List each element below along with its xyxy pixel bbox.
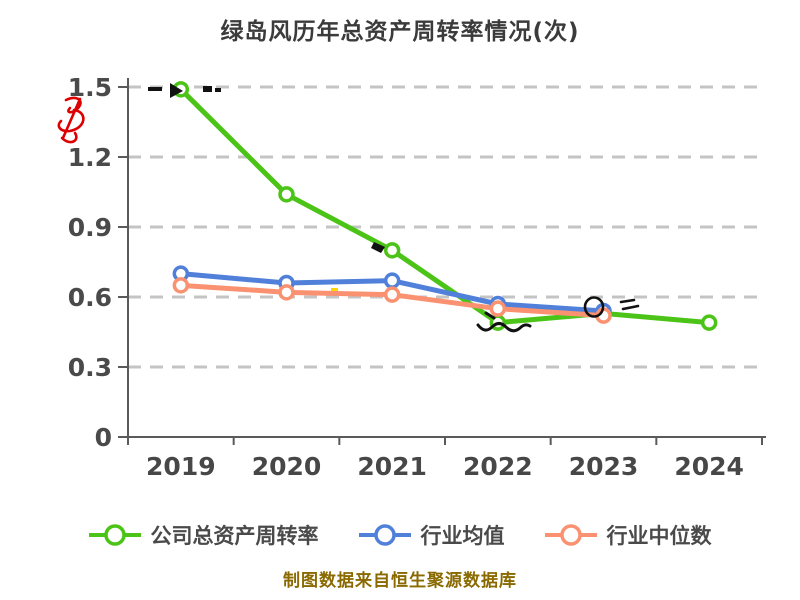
chart-title: 绿岛风历年总资产周转率情况(次) (220, 19, 580, 45)
y-tick-label: 0.6 (68, 283, 112, 312)
yellow-speck-annotation (331, 288, 338, 291)
y-tick-label: 0.3 (68, 353, 112, 382)
series-line-0 (178, 86, 712, 326)
legend-label: 行业中位数 (606, 524, 712, 548)
legend-marker-icon (544, 524, 597, 546)
data-point-2-2022 (489, 300, 507, 317)
y-tick-label: 0 (95, 423, 112, 452)
y-tick-label: 0.9 (68, 213, 112, 242)
black-scribble-2021 (371, 242, 385, 253)
legend-label: 公司总资产周转率 (150, 524, 319, 548)
x-tick-label: 2021 (357, 452, 427, 481)
x-tick-label: 2019 (146, 452, 216, 481)
data-point-0-2020 (278, 186, 295, 203)
legend-marker-icon (358, 524, 411, 546)
data-point-2-2020 (278, 284, 295, 301)
legend-item-2: 行业中位数 (544, 520, 712, 550)
x-tick-label: 2022 (463, 452, 533, 481)
black-scribble-2022 (476, 311, 532, 333)
legend-item-0: 公司总资产周转率 (88, 520, 319, 550)
source-note: 制图数据来自恒生聚源数据库 (283, 571, 517, 591)
black-scribble-2019 (148, 83, 221, 98)
legend-label: 行业均值 (420, 524, 505, 548)
x-tick-label: 2023 (569, 452, 639, 481)
red-scribble-annotation (57, 96, 85, 144)
y-tick-label: 1.2 (68, 143, 112, 172)
data-point-2-2019 (172, 277, 190, 294)
legend: 公司总资产周转率 行业均值 行业中位数 (0, 520, 800, 550)
legend-item-1: 行业均值 (358, 520, 505, 550)
data-point-0-2021 (383, 242, 401, 259)
data-point-0-2024 (700, 314, 718, 331)
legend-marker-icon (88, 524, 141, 546)
black-scribble-2023 (583, 296, 640, 318)
data-point-2-2021 (383, 286, 401, 303)
x-tick-label: 2024 (674, 452, 744, 481)
x-tick-label: 2020 (252, 452, 322, 481)
